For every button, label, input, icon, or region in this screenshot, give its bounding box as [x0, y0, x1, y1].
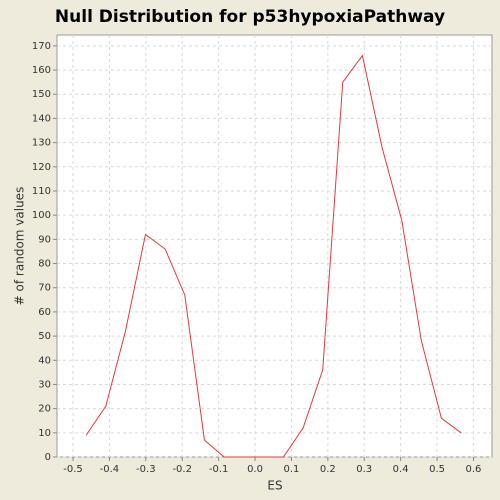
y-tick-label: 90 — [38, 234, 51, 245]
y-tick-label: 30 — [38, 379, 51, 390]
x-tick-label: -0.2 — [172, 464, 192, 475]
x-tick-label: -0.4 — [100, 464, 120, 475]
y-tick-label: 50 — [38, 331, 51, 342]
y-tick-label: 140 — [32, 113, 51, 124]
chart-title: Null Distribution for p53hypoxiaPathway — [55, 7, 445, 27]
x-tick-label: -0.5 — [63, 464, 83, 475]
y-axis-label: # of random values — [13, 187, 27, 306]
x-tick-label: 0.4 — [393, 464, 409, 475]
x-tick-label: 0.5 — [429, 464, 445, 475]
y-tick-label: 80 — [38, 259, 51, 270]
x-tick-label: 0.3 — [356, 464, 372, 475]
data-line — [85, 54, 462, 458]
x-tick-label: -0.3 — [136, 464, 156, 475]
y-tick-label: 10 — [38, 428, 51, 439]
y-tick-label: 170 — [32, 41, 51, 52]
y-tick-label: 150 — [32, 89, 51, 100]
x-tick-label: -0.1 — [209, 464, 229, 475]
y-tick-label: 160 — [32, 65, 51, 76]
x-tick-label: 0.2 — [320, 464, 336, 475]
y-tick-label: 120 — [32, 162, 51, 173]
y-tick-label: 110 — [32, 186, 51, 197]
x-tick-label: 0.0 — [247, 464, 263, 475]
plot-area — [56, 34, 493, 458]
y-tick-label: 130 — [32, 138, 51, 149]
y-tick-label: 60 — [38, 307, 51, 318]
x-tick-label: 0.1 — [283, 464, 299, 475]
y-tick-label: 0 — [45, 452, 51, 463]
y-tick-label: 40 — [38, 355, 51, 366]
y-tick-label: 20 — [38, 404, 51, 415]
y-tick-label: 100 — [32, 210, 51, 221]
x-axis-label: ES — [267, 479, 282, 493]
y-tick-label: 70 — [38, 283, 51, 294]
x-tick-label: 0.6 — [465, 464, 481, 475]
